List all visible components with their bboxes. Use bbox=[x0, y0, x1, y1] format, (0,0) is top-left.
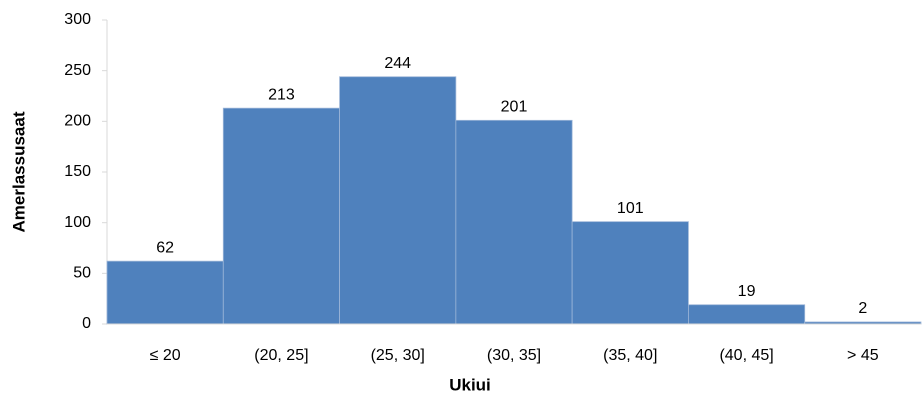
bar bbox=[106, 260, 224, 325]
y-tick-label: 50 bbox=[73, 265, 91, 282]
bar bbox=[571, 221, 689, 325]
data-label: 19 bbox=[738, 283, 756, 300]
x-tick-label: (30, 35] bbox=[487, 347, 541, 364]
y-tick-label: 100 bbox=[64, 214, 91, 231]
x-tick-label: (40, 45] bbox=[719, 347, 773, 364]
x-tick-label: (35, 40] bbox=[603, 347, 657, 364]
bar bbox=[339, 76, 457, 325]
bar bbox=[455, 119, 573, 325]
y-tick-label: 0 bbox=[82, 315, 91, 332]
data-label: 2 bbox=[858, 300, 867, 317]
y-tick-label: 250 bbox=[64, 62, 91, 79]
x-axis-title: Ukiui bbox=[449, 375, 491, 394]
data-label: 201 bbox=[501, 99, 528, 116]
bar bbox=[688, 304, 806, 325]
y-tick-label: 300 bbox=[64, 11, 91, 28]
x-tick-label: (25, 30] bbox=[371, 347, 425, 364]
bar bbox=[222, 107, 340, 325]
data-label: 62 bbox=[156, 239, 174, 256]
x-tick-label: ≤ 20 bbox=[150, 347, 181, 364]
data-label: 101 bbox=[617, 200, 644, 217]
x-tick-label: (20, 25] bbox=[254, 347, 308, 364]
y-axis-title: Amerlassusaat bbox=[9, 111, 28, 232]
y-tick-label: 150 bbox=[64, 163, 91, 180]
data-label: 244 bbox=[384, 55, 411, 72]
x-tick-label: > 45 bbox=[847, 347, 879, 364]
data-label: 213 bbox=[268, 86, 295, 103]
y-tick-label: 200 bbox=[64, 113, 91, 130]
